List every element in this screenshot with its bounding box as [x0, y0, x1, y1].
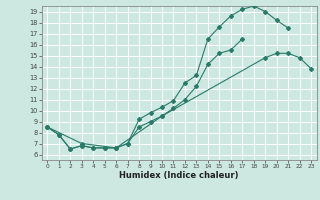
- X-axis label: Humidex (Indice chaleur): Humidex (Indice chaleur): [119, 171, 239, 180]
